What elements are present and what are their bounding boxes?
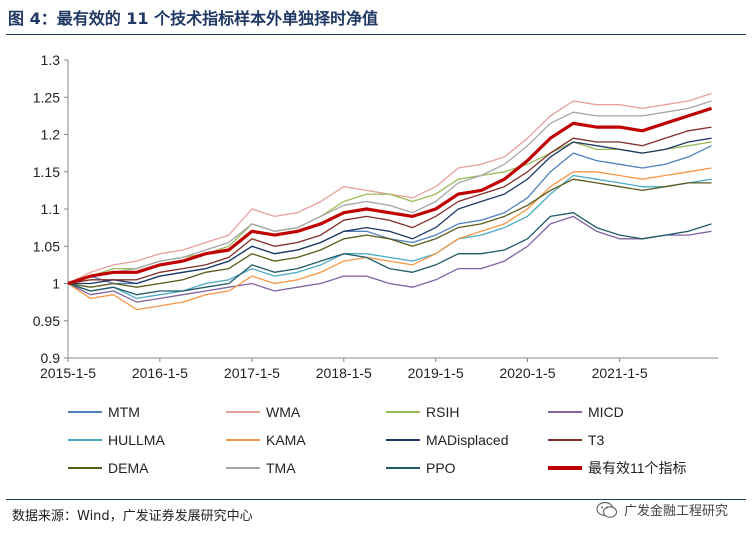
series-line-kama: [67, 167, 712, 311]
series-line-ppo: [67, 212, 712, 296]
title-divider: [6, 34, 746, 35]
legend-label-hullma: HULLMA: [108, 432, 165, 448]
legend-label-madisplaced: MADisplaced: [426, 432, 508, 448]
series-line-best: [67, 106, 712, 286]
y-tick-label: 0.95: [33, 313, 60, 329]
legend-label-mtm: MTM: [108, 404, 140, 420]
data-source-note: 数据来源：Wind，广发证券发展研究中心: [12, 509, 253, 524]
y-tick-label: 1.25: [33, 89, 60, 105]
series-line-t3: [67, 126, 712, 285]
legend-label-dema: DEMA: [108, 460, 149, 476]
y-tick-label: 1.15: [33, 164, 60, 180]
x-tick-label: 2018-1-5: [316, 365, 372, 381]
legend-label-micd: MICD: [588, 404, 624, 420]
y-tick-label: 1.1: [41, 201, 61, 217]
series-line-wma: [67, 92, 712, 285]
legend-label-t3: T3: [588, 432, 605, 448]
x-tick-label: 2015-1-5: [40, 365, 96, 381]
legend-label-best: 最有效11个指标: [588, 460, 687, 476]
series-line-tma: [67, 100, 712, 285]
series-line-hullma: [67, 174, 712, 300]
legend-label-kama: KAMA: [266, 432, 306, 448]
nav-line-chart: 0.9 0.95 1 1.05 1.1 1.15 1.2 1.25 1.3 2015-1-5 201…: [33, 52, 718, 476]
y-tick-label: 0.9: [41, 350, 61, 366]
x-tick-label: 2020-1-5: [499, 365, 555, 381]
x-tick-label: 2019-1-5: [408, 365, 464, 381]
legend-label-wma: WMA: [266, 404, 301, 420]
wechat-icon: [596, 501, 618, 518]
x-tick-label: 2016-1-5: [132, 365, 188, 381]
y-tick-label: 1.05: [33, 238, 60, 254]
x-tick-label: 2021-1-5: [592, 365, 648, 381]
legend-label-tma: TMA: [266, 460, 296, 476]
source-divider: [6, 499, 746, 500]
watermark: 广发金融工程研究: [596, 500, 728, 519]
series-line-micd: [67, 215, 712, 303]
watermark-text: 广发金融工程研究: [623, 504, 728, 519]
x-tick-label: 2017-1-5: [224, 365, 280, 381]
legend-label-ppo: PPO: [426, 460, 456, 476]
y-tick-label: 1.3: [41, 52, 61, 68]
legend-label-rsih: RSIH: [426, 404, 459, 420]
y-tick-label: 1: [52, 276, 60, 292]
y-tick-label: 1.2: [41, 127, 61, 143]
series-line-madisplaced: [68, 137, 712, 285]
series-line-dema: [67, 178, 712, 288]
chart-title: 图 4：最有效的 11 个技术指标样本外单独择时净值: [8, 9, 379, 28]
